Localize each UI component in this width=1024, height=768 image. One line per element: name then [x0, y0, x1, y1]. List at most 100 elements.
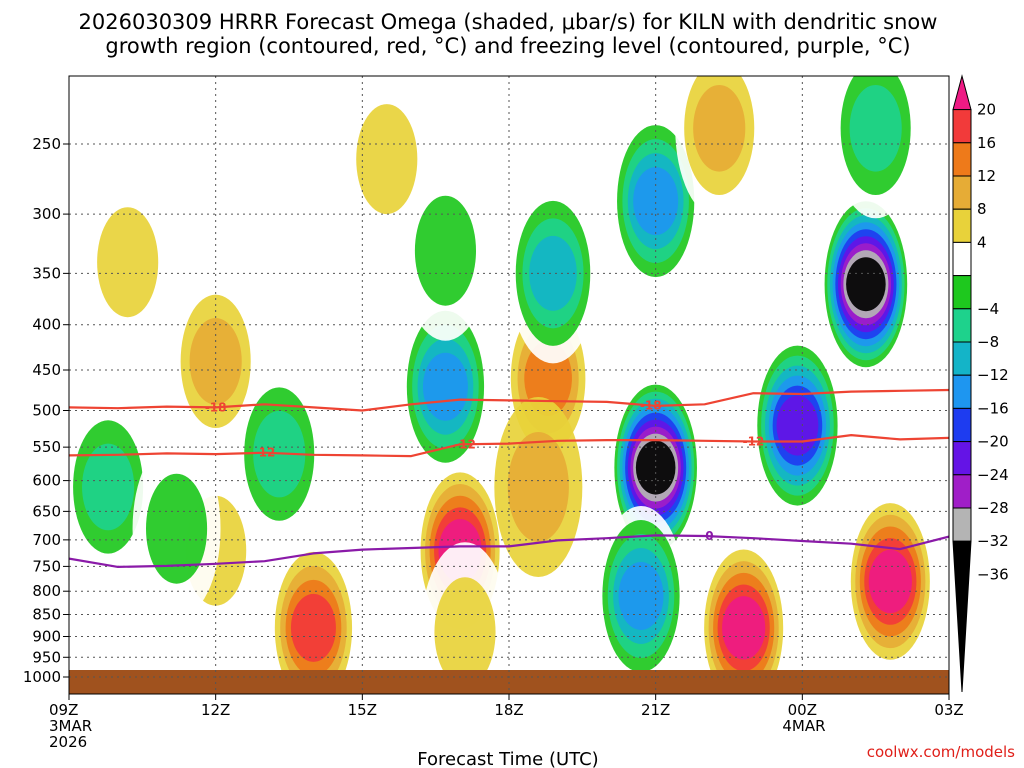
y-tick-label: 400 — [32, 316, 61, 334]
omega-shade-ring — [97, 207, 159, 318]
x-tick-date: 3MAR — [49, 717, 92, 735]
colorbar-bin — [952, 175, 972, 210]
omega-cell — [401, 296, 490, 477]
omega-cell — [831, 76, 920, 219]
colorbar: 20 16 12 8 4 −4 −8 −12 −16 −20 −24 −28 −32 −36 — [952, 74, 1009, 693]
y-tick-label: 800 — [32, 582, 61, 600]
omega-cell — [675, 76, 764, 219]
colorbar-label: 16 — [977, 134, 996, 152]
y-tick-label: 500 — [32, 402, 61, 420]
omega-shade-ring — [414, 195, 477, 306]
omega-shade-ring — [529, 235, 577, 311]
omega-shade-ring — [356, 104, 418, 215]
y-tick-label: 650 — [32, 502, 61, 520]
colorbar-label: −12 — [977, 366, 1009, 384]
plot-area: -18 -18 -12 -12 -12 0 — [69, 76, 949, 694]
colorbar-bin — [952, 474, 972, 509]
colorbar-label: −8 — [977, 333, 999, 351]
credit-text: coolwx.com/models — [867, 743, 1015, 761]
x-tick-label: 12Z — [201, 701, 230, 719]
contour-line-dgz — [69, 434, 949, 458]
omega-cell — [509, 183, 597, 364]
colorbar-top-arrow — [952, 74, 972, 111]
colorbar-label: −4 — [977, 300, 999, 318]
grid-lines — [69, 76, 949, 694]
omega-shade-ring — [868, 549, 912, 614]
contour-lines: -18 -18 -12 -12 -12 0 — [69, 388, 949, 568]
colorbar-bin — [952, 341, 972, 376]
y-tick-label: 700 — [32, 531, 61, 549]
omega-cell — [753, 335, 842, 516]
colorbar-bin — [952, 275, 972, 310]
x-tick-label: 18Z — [494, 701, 523, 719]
x-tick-label: 15Z — [348, 701, 377, 719]
omega-shade-ring — [290, 593, 336, 662]
colorbar-bin — [952, 208, 972, 243]
omega-shade-ring — [189, 318, 242, 405]
omega-shade-ring — [618, 561, 664, 630]
contour-label: -18 — [205, 400, 227, 414]
omega-cell — [846, 491, 935, 672]
colorbar-label: −20 — [977, 433, 1009, 451]
omega-shade-ring — [507, 431, 569, 542]
colorbar-bin — [952, 441, 972, 476]
x-tick-label: 03Z — [934, 701, 963, 719]
colorbar-label: 4 — [977, 233, 987, 251]
x-tick-label: 21Z — [641, 701, 670, 719]
contour-line-frz — [69, 534, 949, 568]
y-tick-label: 250 — [32, 135, 61, 153]
y-tick-label: 300 — [32, 205, 61, 223]
contour-line-dgz — [69, 388, 949, 412]
contour-label: -12 — [454, 437, 476, 451]
omega-shade-ring — [849, 84, 902, 172]
y-tick-label: 600 — [32, 472, 61, 490]
colorbar-bin — [952, 374, 972, 409]
x-tick-label: 00Z — [788, 701, 817, 719]
colorbar-label: 20 — [977, 101, 996, 119]
contour-label: -12 — [743, 435, 765, 449]
colorbar-label: −24 — [977, 466, 1009, 484]
colorbar-bottom-arrow — [952, 540, 972, 693]
omega-shade-ring — [82, 443, 135, 531]
pressure-axis: 250 300 350 400 450 500 550 600 650 700 750 800 850 9… — [23, 135, 69, 686]
x-axis-label: Forecast Time (UTC) — [417, 749, 598, 768]
colorbar-bin — [952, 109, 972, 144]
colorbar-label: −28 — [977, 499, 1009, 517]
omega-shade-ring — [722, 596, 766, 660]
omega-cell — [401, 160, 490, 341]
omega-shade-ring — [633, 167, 679, 236]
contour-label: -18 — [640, 398, 662, 412]
omega-shade-ring — [434, 577, 496, 688]
omega-cell — [69, 396, 153, 577]
omega-cell — [821, 194, 910, 375]
colorbar-bin — [952, 507, 972, 542]
omega-shade-ring — [146, 473, 208, 584]
omega-cell — [699, 537, 788, 694]
contour-label: -12 — [254, 446, 276, 460]
colorbar-label: −16 — [977, 399, 1009, 417]
y-tick-label: 950 — [32, 648, 61, 666]
omega-cell — [597, 505, 685, 686]
colorbar-bin — [952, 407, 972, 443]
y-tick-label: 1000 — [23, 668, 61, 686]
omega-shade-ring — [776, 395, 819, 456]
colorbar-label: −36 — [977, 565, 1009, 583]
omega-cell — [83, 172, 172, 353]
omega-cell — [269, 537, 358, 694]
colorbar-bin — [952, 308, 972, 343]
y-tick-label: 450 — [32, 361, 61, 379]
omega-shade-ring — [422, 352, 468, 421]
omega-shade-ring — [693, 84, 746, 172]
y-tick-label: 350 — [32, 264, 61, 282]
contour-label: 0 — [705, 529, 713, 543]
omega-cell — [132, 438, 221, 619]
x-tick-year: 2026 — [49, 733, 87, 751]
colorbar-label: 12 — [977, 167, 996, 185]
chart-title-line-2: growth region (contoured, red, °C) and f… — [105, 34, 910, 58]
x-tick-date: 4MAR — [782, 717, 825, 735]
y-tick-label: 750 — [32, 557, 61, 575]
omega-cell — [494, 396, 583, 577]
y-tick-label: 850 — [32, 606, 61, 624]
